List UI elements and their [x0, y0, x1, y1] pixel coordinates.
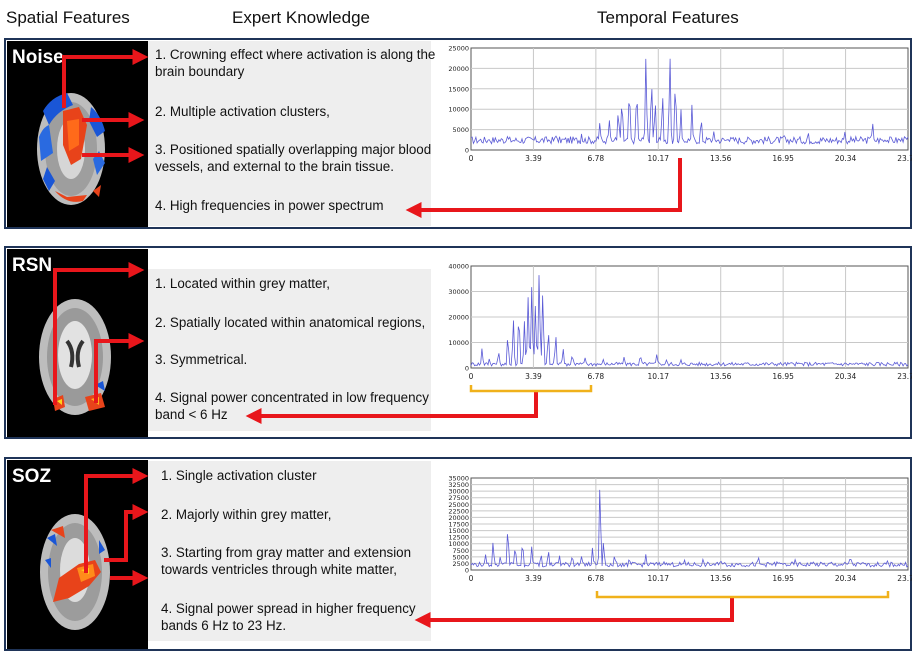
- power-spectrum-noise: 0 3.39 6.78 10.17 13.56 16.95 20.34 23.73 0 5000 1…: [448, 45, 912, 164]
- y-tick-label: 25000: [448, 501, 469, 509]
- panel-label-noise: Noise: [12, 47, 64, 68]
- x-tick-label: 0: [469, 154, 474, 163]
- y-tick-label: 17500: [448, 521, 469, 529]
- y-tick-label: 2500: [452, 560, 469, 568]
- y-tick-label: 0: [465, 147, 469, 155]
- knowledge-item-soz-3: 3. Starting from gray matter and extensi…: [161, 545, 412, 577]
- x-tick-label: 13.56: [710, 154, 732, 163]
- x-tick-label: 16.95: [772, 154, 794, 163]
- y-tick-label: 0: [465, 567, 469, 575]
- y-tick-label: 0: [465, 365, 469, 373]
- x-tick-label: 10.17: [648, 154, 670, 163]
- x-tick-label: 23.73: [897, 372, 912, 381]
- x-tick-label: 23.73: [897, 154, 912, 163]
- y-tick-label: 20000: [448, 65, 469, 73]
- brain-image-noise: Noise: [7, 41, 148, 227]
- knowledge-box-soz: [148, 461, 431, 641]
- knowledge-item-noise-1: 1. Crowning effect where activation is a…: [155, 47, 436, 79]
- x-tick-label: 6.78: [588, 154, 605, 163]
- knowledge-item-soz-4: 4. Signal power spread in higher frequen…: [161, 601, 416, 633]
- y-tick-label: 20000: [448, 514, 469, 522]
- signal-trace: [470, 275, 909, 368]
- x-tick-label: 0: [469, 574, 474, 583]
- y-tick-label: 15000: [448, 527, 469, 535]
- brain-image-rsn: RSN: [7, 249, 148, 437]
- y-tick-label: 10000: [448, 339, 469, 347]
- y-tick-label: 32500: [448, 481, 469, 489]
- header-spatial: Spatial Features: [6, 8, 130, 27]
- knowledge-item-soz-2: 2. Majorly within grey matter,: [161, 507, 332, 522]
- knowledge-item-noise-2: 2. Multiple activation clusters,: [155, 104, 330, 119]
- y-tick-label: 5000: [452, 126, 469, 134]
- x-tick-label: 13.56: [710, 372, 732, 381]
- signal-trace: [470, 489, 909, 568]
- x-tick-label: 16.95: [772, 372, 794, 381]
- x-tick-label: 10.17: [648, 372, 670, 381]
- knowledge-item-rsn-1: 1. Located within grey matter,: [155, 276, 330, 291]
- power-spectrum-soz: 0 3.39 6.78 10.17 13.56 16.95 20.34 23.73 025005…: [448, 475, 912, 584]
- x-tick-label: 0: [469, 372, 474, 381]
- y-tick-label: 40000: [448, 263, 469, 271]
- knowledge-item-soz-1: 1. Single activation cluster: [161, 468, 317, 483]
- y-tick-label: 25000: [448, 45, 469, 53]
- y-tick-label: 15000: [448, 85, 469, 93]
- power-spectrum-rsn: 0 3.39 6.78 10.17 13.56 16.95 20.34 23.73 0 10000…: [448, 263, 912, 382]
- y-tick-label: 7500: [452, 547, 469, 555]
- y-tick-label: 12500: [448, 534, 469, 542]
- y-tick-label: 30000: [448, 288, 469, 296]
- plot-area: [470, 47, 909, 151]
- x-tick-label: 20.34: [835, 154, 857, 163]
- brain-image-soz: SOZ: [7, 460, 148, 649]
- header-expert: Expert Knowledge: [232, 8, 370, 27]
- x-tick-label: 3.39: [525, 154, 542, 163]
- knowledge-item-noise-3: 3. Positioned spatially overlapping majo…: [155, 142, 432, 174]
- x-tick-label: 23.73: [897, 574, 912, 583]
- knowledge-box-noise: [148, 41, 431, 226]
- y-tick-label: 5000: [452, 553, 469, 561]
- knowledge-item-noise-4: 4. High frequencies in power spectrum: [155, 198, 384, 213]
- knowledge-item-rsn-3: 3. Symmetrical.: [155, 352, 248, 367]
- x-tick-label: 6.78: [588, 574, 605, 583]
- x-tick-label: 6.78: [588, 372, 605, 381]
- x-tick-label: 13.56: [710, 574, 732, 583]
- panel-label-rsn: RSN: [12, 255, 52, 276]
- x-tick-label: 3.39: [525, 574, 542, 583]
- signal-trace: [470, 58, 909, 146]
- knowledge-item-rsn-2: 2. Spatially located within anatomical r…: [155, 315, 426, 330]
- x-tick-label: 20.34: [835, 574, 857, 583]
- y-tick-label: 10000: [448, 106, 469, 114]
- x-tick-label: 10.17: [648, 574, 670, 583]
- y-tick-label: 10000: [448, 540, 469, 548]
- y-tick-label: 27500: [448, 494, 469, 502]
- x-tick-label: 20.34: [835, 372, 857, 381]
- knowledge-item-rsn-4: 4. Signal power concentrated in low freq…: [155, 390, 429, 422]
- y-tick-label: 20000: [448, 314, 469, 322]
- x-tick-label: 3.39: [525, 372, 542, 381]
- y-tick-label: 35000: [448, 475, 469, 483]
- y-tick-label: 22500: [448, 507, 469, 515]
- x-tick-label: 16.95: [772, 574, 794, 583]
- header-temporal: Temporal Features: [597, 8, 739, 27]
- y-tick-label: 30000: [448, 488, 469, 496]
- panel-label-soz: SOZ: [12, 466, 51, 487]
